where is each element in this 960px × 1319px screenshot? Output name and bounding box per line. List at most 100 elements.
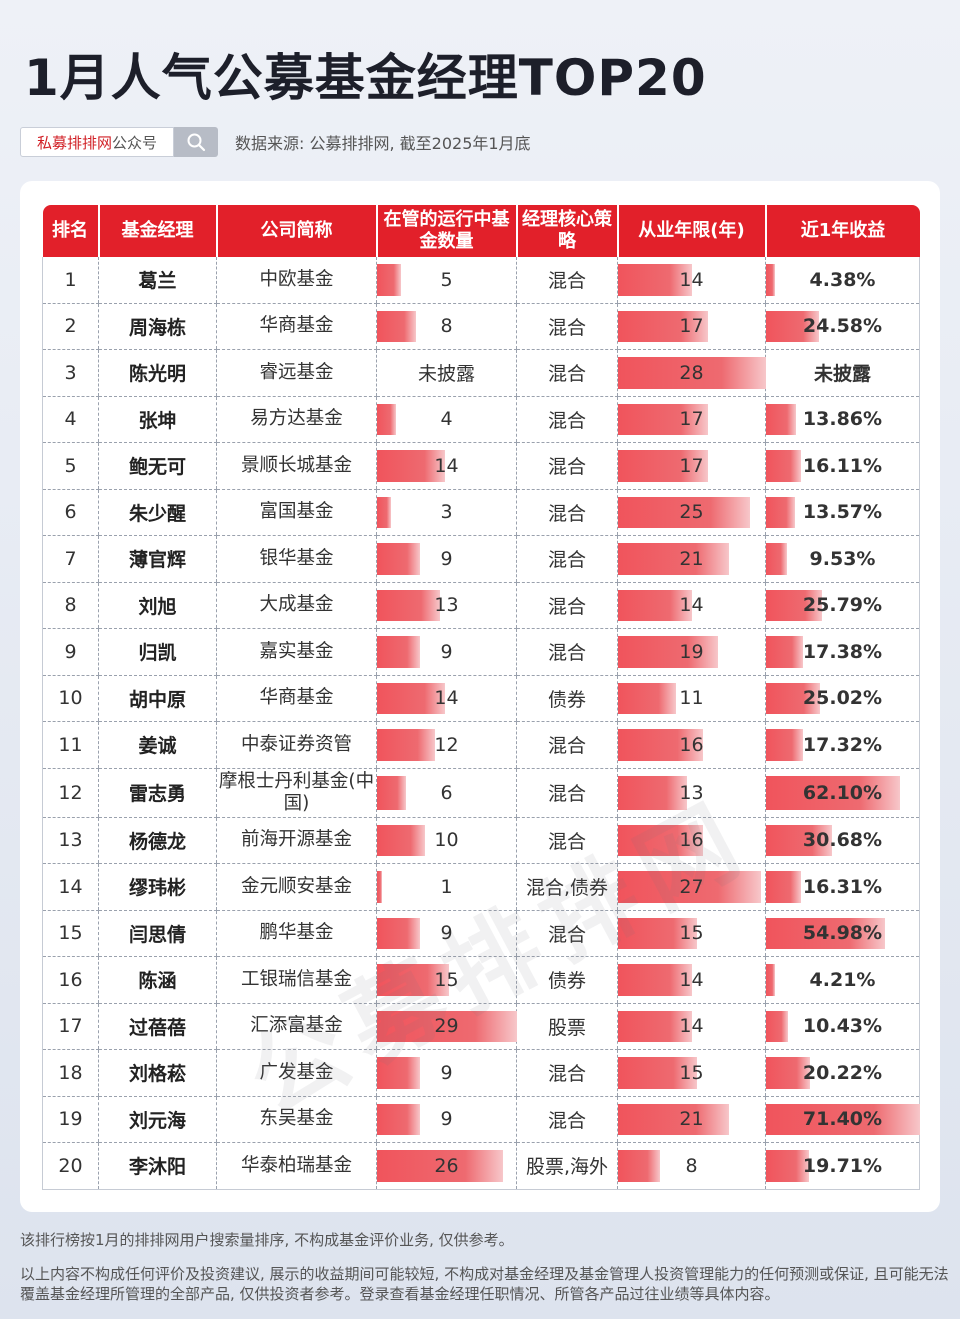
funds-cell: 13 [376, 582, 517, 629]
rank-cell: 19 [42, 1096, 99, 1143]
funds-cell-bar [377, 1010, 517, 1042]
years-cell: 28 [617, 349, 766, 397]
funds-cell-bar [377, 589, 440, 621]
company-cell: 金元顺安基金 [216, 863, 377, 911]
rank-cell: 8 [42, 582, 99, 629]
rank-cell: 10 [42, 675, 99, 722]
return-cell-bar [766, 1103, 920, 1135]
company-cell: 中泰证券资管 [216, 721, 377, 769]
years-cell-bar [618, 1010, 692, 1042]
funds-cell: 8 [376, 303, 517, 350]
strategy-cell: 债券 [516, 956, 618, 1004]
years-cell-value: 16 [679, 829, 704, 852]
years-cell-bar [618, 403, 708, 435]
table-row: 7 薄官辉 银华基金 9 混合 21 9.53% [42, 535, 920, 583]
funds-cell-bar [377, 543, 420, 575]
table-row: 5 鲍无可 景顺长城基金 14 混合 17 16.11% [42, 442, 920, 490]
company-cell: 华商基金 [216, 303, 377, 350]
search-button[interactable] [174, 127, 218, 157]
return-cell: 17.38% [765, 628, 920, 676]
return-cell-bar [766, 310, 819, 342]
funds-cell: 1 [376, 863, 517, 911]
strategy-cell: 债券 [516, 675, 618, 722]
funds-cell-value: 12 [434, 733, 459, 756]
years-cell-value: 14 [679, 968, 704, 991]
strategy-cell: 混合 [516, 396, 618, 443]
rank-cell: 3 [42, 349, 99, 397]
funds-cell-value: 6 [440, 781, 453, 804]
strategy-cell: 混合 [516, 257, 618, 304]
return-cell-value: 20.22% [802, 1061, 883, 1084]
rank-cell: 1 [42, 257, 99, 304]
account-name: 私募排排网 [36, 133, 112, 152]
company-cell: 华商基金 [216, 675, 377, 722]
years-cell-bar [618, 824, 703, 856]
years-cell-bar [618, 543, 729, 575]
return-cell-value: 30.68% [802, 829, 883, 852]
return-cell-bar [766, 589, 822, 621]
rank-cell: 4 [42, 396, 99, 443]
years-cell-value: 8 [685, 1154, 698, 1177]
years-cell: 16 [617, 721, 766, 769]
table-row: 13 杨德龙 前海开源基金 10 混合 16 30.68% [42, 817, 920, 864]
return-cell-bar [766, 403, 796, 435]
return-cell: 25.79% [765, 582, 920, 629]
strategy-cell: 混合 [516, 1049, 618, 1097]
strategy-cell: 混合 [516, 768, 618, 818]
company-cell: 鹏华基金 [216, 910, 377, 957]
strategy-cell: 混合 [516, 535, 618, 583]
manager-cell: 缪玮彬 [98, 863, 217, 911]
years-cell: 14 [617, 257, 766, 304]
search-icon [187, 133, 206, 152]
strategy-cell: 混合 [516, 349, 618, 397]
return-cell-bar [766, 543, 787, 575]
manager-cell: 杨德龙 [98, 817, 217, 864]
manager-cell: 葛兰 [98, 257, 217, 304]
company-cell: 睿远基金 [216, 349, 377, 397]
years-cell: 8 [617, 1142, 766, 1190]
account-tag[interactable]: 私募排排网 公众号 [20, 127, 174, 157]
years-cell-bar [618, 917, 697, 949]
manager-cell: 过蓓蓓 [98, 1003, 217, 1050]
rank-cell: 18 [42, 1049, 99, 1097]
return-cell-value: 71.40% [802, 1108, 883, 1131]
company-cell: 易方达基金 [216, 396, 377, 443]
funds-cell-bar [377, 310, 416, 342]
table-row: 15 闫思倩 鹏华基金 9 混合 15 54.98% [42, 910, 920, 957]
table-row: 19 刘元海 东吴基金 9 混合 21 71.40% [42, 1096, 920, 1143]
rank-cell: 12 [42, 768, 99, 818]
company-cell: 东吴基金 [216, 1096, 377, 1143]
table-row: 3 陈光明 睿远基金 未披露 混合 28 未披露 [42, 349, 920, 397]
column-header: 排名 [42, 205, 99, 257]
return-cell: 未披露 [765, 349, 920, 397]
manager-cell: 刘元海 [98, 1096, 217, 1143]
strategy-cell: 混合 [516, 489, 618, 536]
manager-cell: 张坤 [98, 396, 217, 443]
years-cell-value: 17 [679, 315, 704, 338]
funds-cell-bar [377, 636, 420, 668]
years-cell: 17 [617, 442, 766, 490]
manager-cell: 胡中原 [98, 675, 217, 722]
return-cell: 4.21% [765, 956, 920, 1004]
company-cell: 中欧基金 [216, 257, 377, 304]
years-cell-bar [618, 636, 718, 668]
funds-cell-bar [377, 496, 391, 528]
years-cell-value: 21 [679, 1108, 704, 1131]
funds-cell-value: 未披露 [417, 363, 475, 386]
return-cell: 16.11% [765, 442, 920, 490]
years-cell-value: 15 [679, 1061, 704, 1084]
funds-cell-bar [377, 729, 435, 761]
account-type: 公众号 [112, 133, 158, 152]
years-cell-value: 14 [679, 268, 704, 291]
funds-cell: 9 [376, 628, 517, 676]
funds-cell: 14 [376, 675, 517, 722]
funds-cell-bar [377, 824, 425, 856]
return-cell-value: 19.71% [802, 1154, 883, 1177]
return-cell-value: 62.10% [802, 781, 883, 804]
return-cell: 13.86% [765, 396, 920, 443]
years-cell-value: 25 [679, 501, 704, 524]
funds-cell-value: 14 [434, 454, 459, 477]
manager-cell: 闫思倩 [98, 910, 217, 957]
column-header: 经理核心策略 [515, 205, 618, 257]
strategy-cell: 混合 [516, 817, 618, 864]
